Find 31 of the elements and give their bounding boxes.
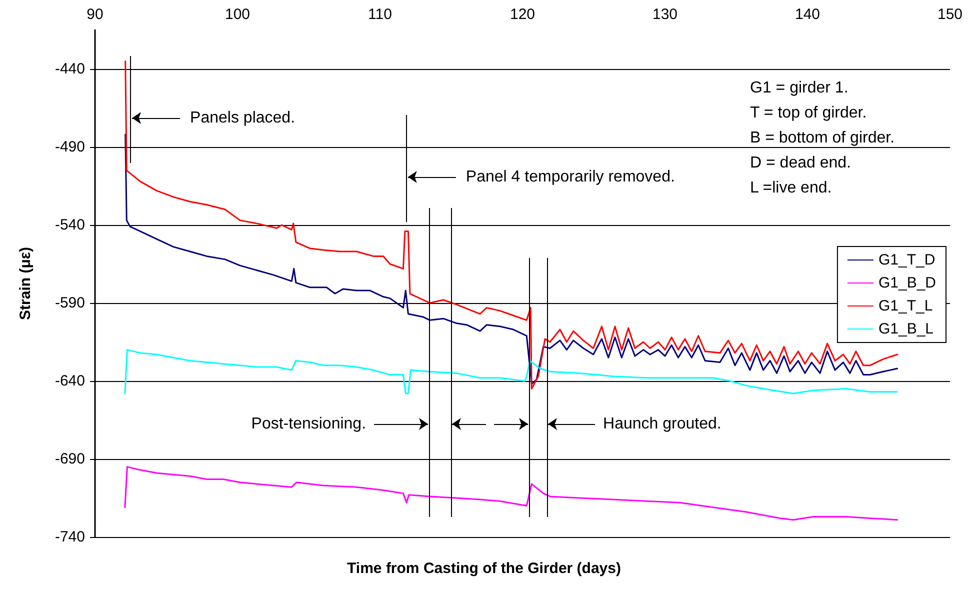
ref-line-label: Panel 4 temporarily removed. <box>466 168 675 186</box>
ref-line-label: Post-tensioning. <box>251 416 366 432</box>
x-axis-title: Time from Casting of the Girder (days) <box>347 560 621 577</box>
y-tick-label: -740 <box>54 528 85 546</box>
y-tick-label: -540 <box>54 216 85 234</box>
annotation: T = top of girder. <box>750 104 867 122</box>
y-tick-label: -440 <box>54 60 85 78</box>
line-series <box>124 466 898 521</box>
annotation: L =live end. <box>750 180 832 196</box>
x-tick-label: 90 <box>86 6 104 23</box>
ref-line-label: Panels placed. <box>190 110 296 126</box>
legend-label: G1_B_D <box>878 274 936 292</box>
y-tick-label: -640 <box>54 372 85 390</box>
legend-label: G1_B_L <box>878 320 934 338</box>
legend-label: G1_T_D <box>878 252 936 268</box>
ref-line-label: Haunch grouted. <box>603 416 722 432</box>
x-tick-label: 100 <box>224 6 250 23</box>
line-series <box>124 349 898 394</box>
annotation: D = dead end. <box>750 154 851 172</box>
annotation: B = bottom of girder. <box>750 130 895 146</box>
y-axis-title: Strain (με) <box>17 247 34 320</box>
x-tick-label: 110 <box>368 6 392 23</box>
annotation: G1 = girder 1. <box>750 80 848 96</box>
x-tick-label: 130 <box>652 6 678 23</box>
x-tick-label: 120 <box>510 6 536 23</box>
legend-label: G1_T_L <box>878 298 933 314</box>
x-tick-label: 140 <box>794 6 820 23</box>
x-tick-label: 150 <box>937 6 963 23</box>
y-tick-label: -690 <box>54 450 85 468</box>
y-tick-label: -590 <box>54 294 85 312</box>
y-tick-label: -490 <box>54 138 85 156</box>
